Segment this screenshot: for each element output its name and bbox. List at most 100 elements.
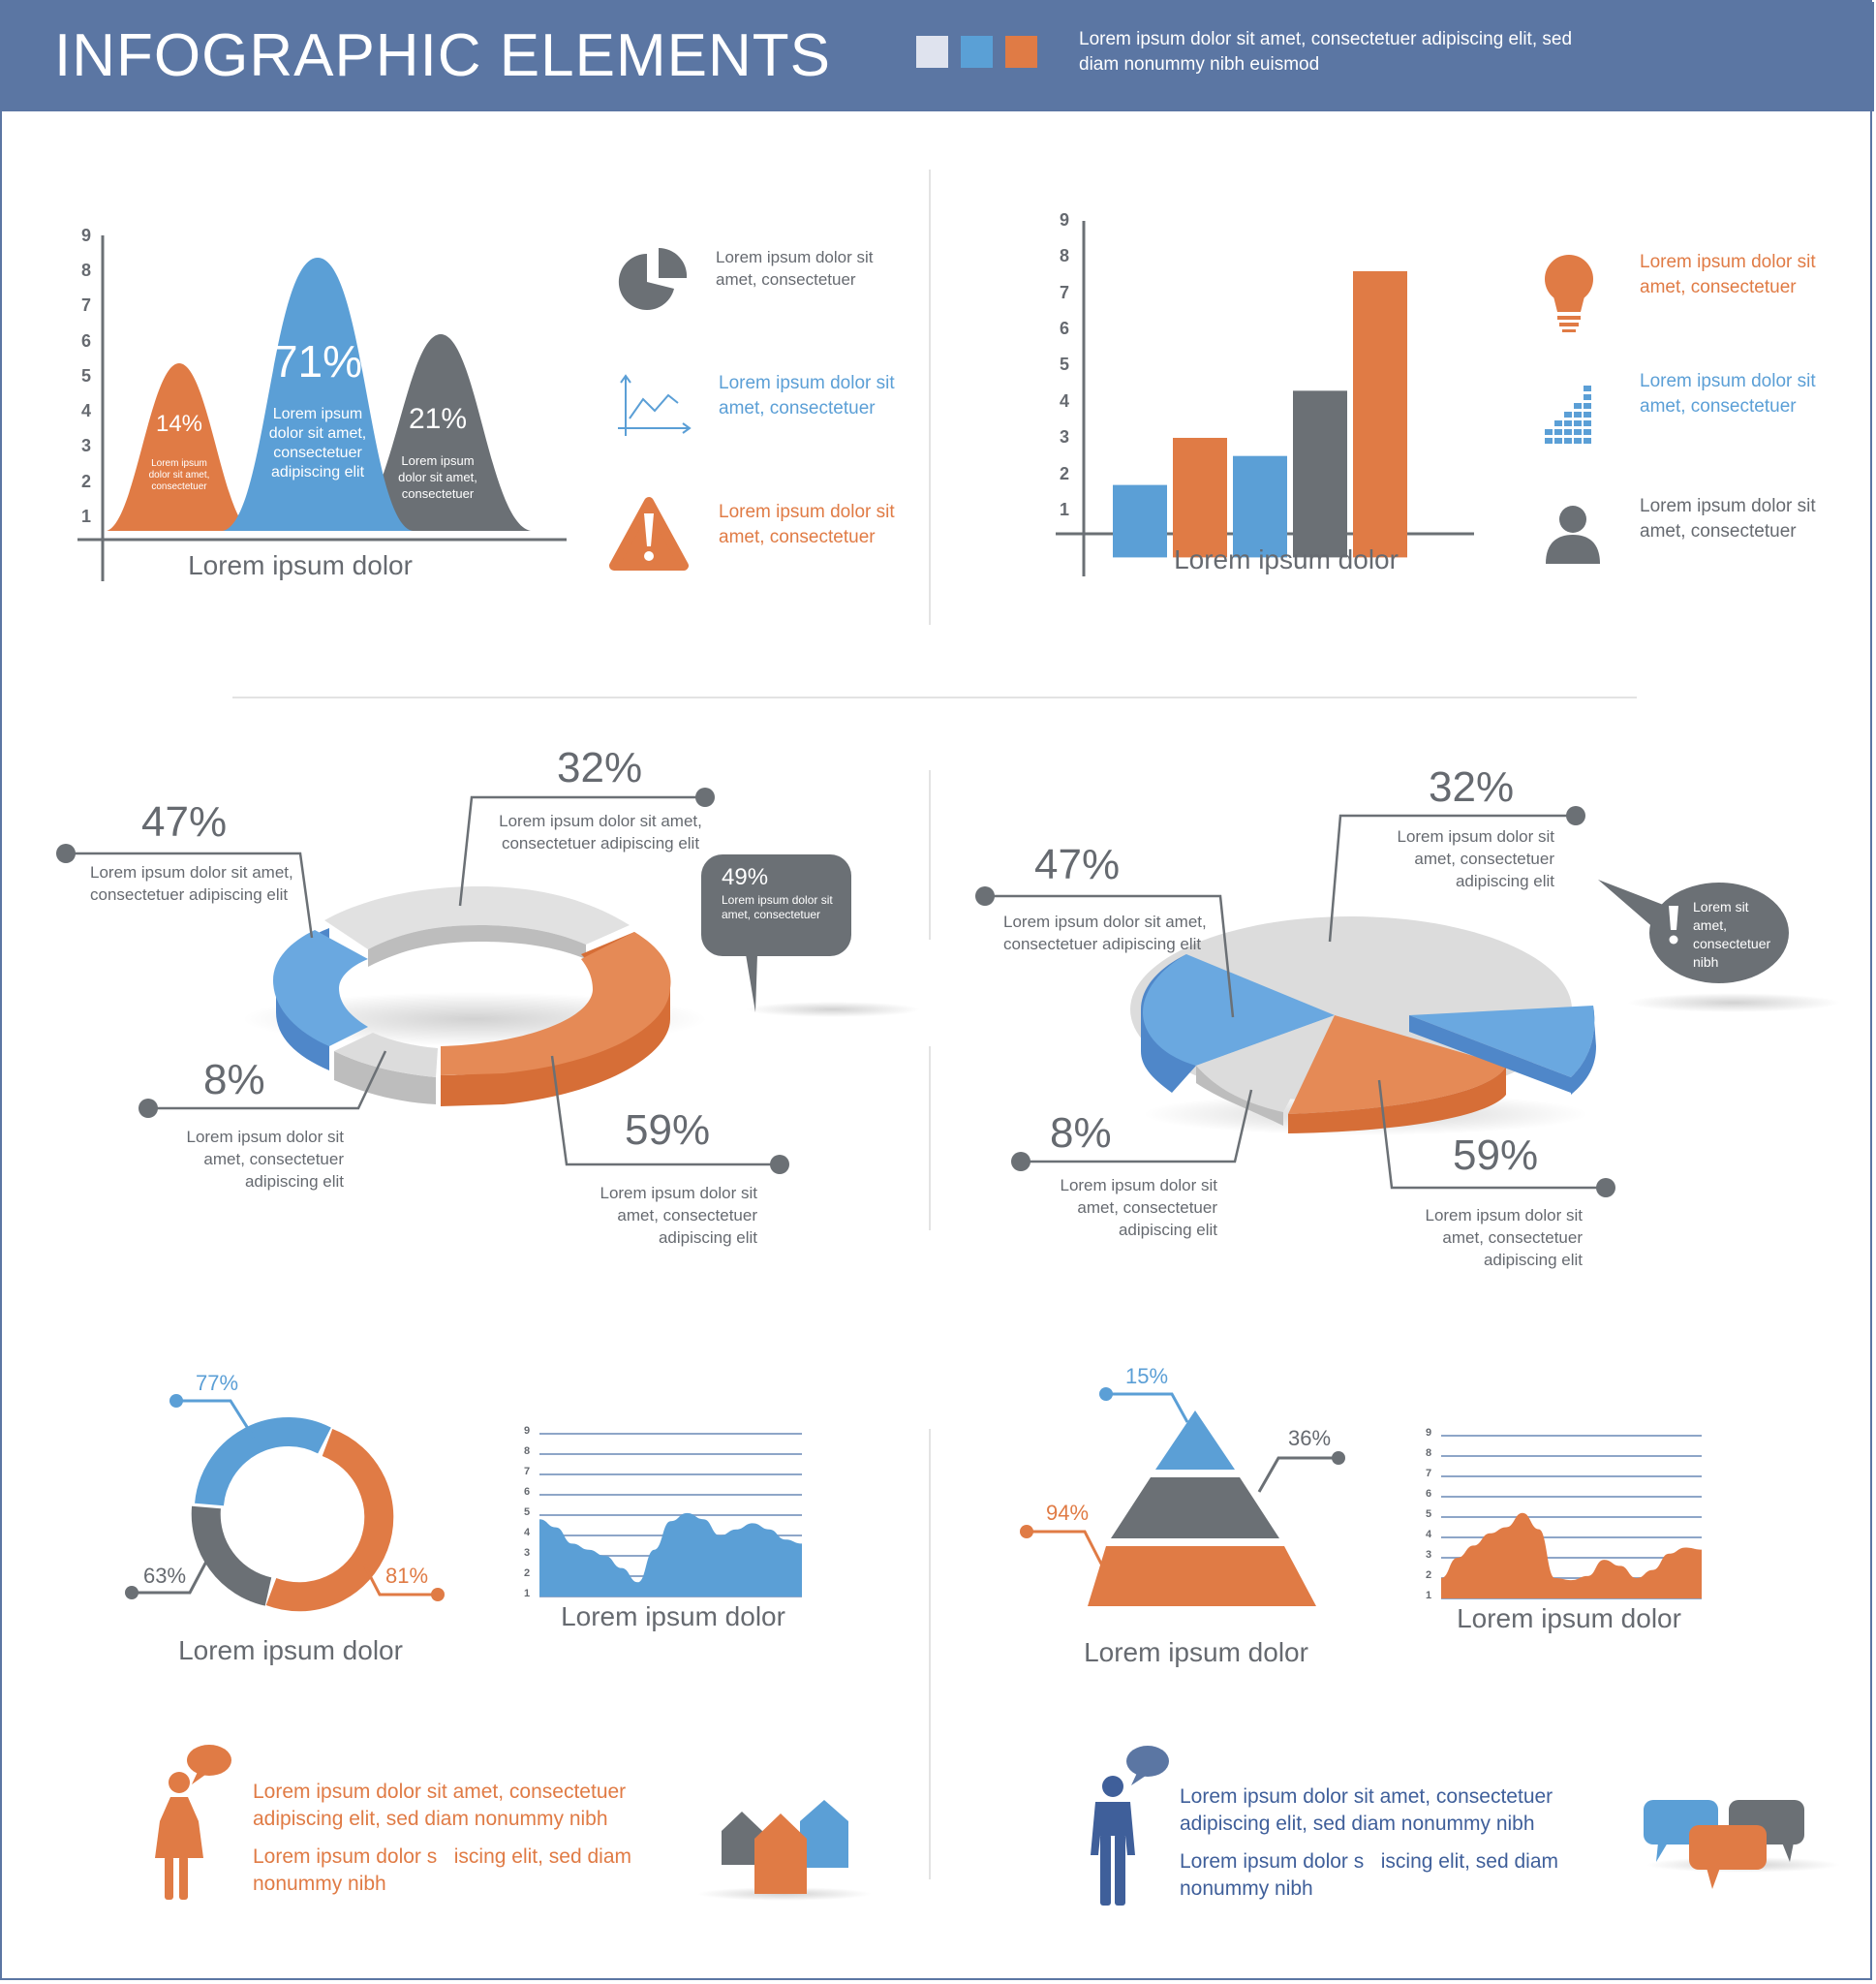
callout-bubble-donut bbox=[701, 854, 920, 1017]
legend-text-pie: Lorem ipsum dolor sit amet, consectetuer bbox=[716, 248, 874, 289]
swatch-blue bbox=[961, 36, 993, 68]
area-y-tick: 1 bbox=[1426, 1590, 1432, 1601]
bar-chart bbox=[1056, 221, 1474, 576]
orange-area-xlabel: Lorem ipsum dolor bbox=[1457, 1603, 1681, 1633]
pie-label-59: 59% bbox=[1453, 1132, 1539, 1179]
bell-series-label: 14% bbox=[155, 411, 203, 437]
bell-chart-xlabel: Lorem ipsum dolor bbox=[188, 550, 413, 580]
area-y-tick: 2 bbox=[524, 1567, 531, 1579]
area-y-tick: 7 bbox=[1426, 1468, 1432, 1479]
pyramid-label-15: 15% bbox=[1125, 1364, 1169, 1388]
bell-series-text: Lorem ipsum dolor sit amet, consectetuer… bbox=[268, 406, 367, 480]
bar-y-tick: 9 bbox=[1060, 209, 1070, 230]
legend-text-line: Lorem ipsum dolor sit amet, consectetuer bbox=[719, 373, 895, 418]
chat-bubbles-icon bbox=[1644, 1800, 1840, 1889]
legend-text-user: Lorem ipsum dolor sit amet, consectetuer bbox=[1640, 496, 1816, 542]
bar-0 bbox=[1113, 484, 1167, 558]
donut-label-8: 8% bbox=[203, 1056, 265, 1103]
warning-icon bbox=[609, 497, 689, 571]
area-y-tick: 8 bbox=[524, 1445, 531, 1457]
donut-label-59: 59% bbox=[625, 1106, 711, 1154]
swatch-orange bbox=[1005, 36, 1037, 68]
bar-3 bbox=[1293, 390, 1347, 558]
donut-label-32: 32% bbox=[557, 744, 643, 791]
area-y-tick: 5 bbox=[524, 1506, 531, 1518]
pyramid-xlabel: Lorem ipsum dolor bbox=[1084, 1637, 1308, 1667]
bar-y-tick: 3 bbox=[1060, 427, 1070, 448]
ring-xlabel: Lorem ipsum dolor bbox=[178, 1635, 403, 1665]
bell-curve-gray bbox=[344, 334, 531, 531]
bar-1 bbox=[1173, 437, 1227, 558]
header-description: Lorem ipsum dolor sit amet, consectetuer… bbox=[1079, 29, 1573, 75]
bell-y-tick: 4 bbox=[81, 401, 92, 421]
area-y-tick: 3 bbox=[524, 1547, 531, 1559]
area-y-tick: 9 bbox=[1426, 1427, 1432, 1439]
pyramid-label-94: 94% bbox=[1046, 1501, 1090, 1525]
man-text-2: Lorem ipsum dolor s iscing elit, sed dia… bbox=[1180, 1850, 1564, 1900]
woman-text-2: Lorem ipsum dolor s iscing elit, sed dia… bbox=[253, 1845, 637, 1895]
lightbulb-icon bbox=[1545, 255, 1593, 332]
area-y-tick: 1 bbox=[524, 1588, 531, 1599]
bar-y-tick: 1 bbox=[1060, 500, 1070, 519]
pie-text-47: Lorem ipsum dolor sit amet, consectetuer… bbox=[1003, 913, 1207, 953]
legend-text-equalizer: Lorem ipsum dolor sit amet, consectetuer bbox=[1640, 371, 1816, 417]
bell-y-tick: 6 bbox=[81, 330, 92, 351]
bar-y-tick: 6 bbox=[1060, 319, 1070, 338]
ring-label-63: 63% bbox=[143, 1564, 187, 1588]
bell-y-tick: 1 bbox=[81, 507, 92, 526]
bell-y-tick: 7 bbox=[81, 295, 92, 316]
bell-series-label: 71% bbox=[272, 336, 363, 387]
bell-curve-chart bbox=[77, 235, 567, 581]
bell-y-tick: 2 bbox=[81, 471, 92, 491]
donut-text-8: Lorem ipsum dolor sit amet, consectetuer… bbox=[186, 1128, 344, 1191]
swatch-light bbox=[916, 36, 948, 68]
area-y-tick: 6 bbox=[524, 1486, 531, 1498]
donut-text-32: Lorem ipsum dolor sit amet, consectetuer… bbox=[499, 812, 702, 852]
bar-y-tick: 2 bbox=[1060, 463, 1070, 483]
pie-text-59: Lorem ipsum dolor sit amet, consectetuer… bbox=[1425, 1206, 1583, 1269]
area-fill bbox=[1441, 1512, 1702, 1598]
area-y-tick: 7 bbox=[524, 1466, 531, 1477]
woman-icon bbox=[155, 1745, 231, 1900]
area-y-tick: 9 bbox=[524, 1425, 531, 1437]
bell-y-tick: 5 bbox=[81, 365, 92, 386]
bell-series-text: Lorem ipsum dolor sit amet, consectetuer bbox=[398, 453, 477, 501]
houses-icon bbox=[697, 1800, 872, 1901]
page-title: INFOGRAPHIC ELEMENTS bbox=[54, 22, 831, 89]
donut-text-47: Lorem ipsum dolor sit amet, consectetuer… bbox=[90, 863, 293, 904]
callout-bubble-pie bbox=[1598, 880, 1789, 983]
user-icon bbox=[1546, 506, 1600, 564]
ring-label-81: 81% bbox=[385, 1564, 429, 1588]
pie-icon bbox=[618, 247, 688, 310]
line-chart-icon bbox=[618, 374, 692, 436]
bell-y-tick: 3 bbox=[81, 436, 92, 456]
bar-y-tick: 7 bbox=[1060, 282, 1070, 302]
bar-y-tick: 8 bbox=[1060, 246, 1070, 266]
area-y-tick: 4 bbox=[524, 1527, 531, 1538]
area-y-tick: 2 bbox=[1426, 1569, 1432, 1581]
area-fill bbox=[539, 1512, 802, 1596]
pie-text-8: Lorem ipsum dolor sit amet, consectetuer… bbox=[1060, 1176, 1217, 1239]
area-y-tick: 8 bbox=[1426, 1447, 1432, 1459]
leader-dots bbox=[56, 788, 1615, 1197]
donut-text-59: Lorem ipsum dolor sit amet, consectetuer… bbox=[600, 1184, 757, 1247]
bar-chart-xlabel: Lorem ipsum dolor bbox=[1174, 544, 1399, 574]
bell-y-tick: 8 bbox=[81, 260, 92, 280]
pyramid-chart bbox=[1088, 1410, 1316, 1606]
bell-series-label: 21% bbox=[408, 403, 468, 435]
bar-y-tick: 4 bbox=[1060, 390, 1070, 411]
pie-text-32: Lorem ipsum dolor sit amet, consectetuer… bbox=[1397, 827, 1554, 890]
legend-text-warning: Lorem ipsum dolor sit amet, consectetuer bbox=[719, 502, 895, 547]
bell-curve-blue bbox=[223, 258, 413, 531]
donut-leader-lines bbox=[66, 795, 1606, 1190]
pie-label-8: 8% bbox=[1050, 1109, 1112, 1157]
ring-chart bbox=[191, 1417, 394, 1612]
area-y-tick: 5 bbox=[1426, 1508, 1432, 1520]
orange-area-chart bbox=[1441, 1435, 1702, 1599]
bar-y-tick: 5 bbox=[1060, 355, 1070, 375]
bell-y-tick: 9 bbox=[81, 225, 92, 245]
legend-text-bulb: Lorem ipsum dolor sit amet, consectetuer bbox=[1640, 252, 1816, 297]
callout-label-49: 49% bbox=[722, 864, 769, 890]
